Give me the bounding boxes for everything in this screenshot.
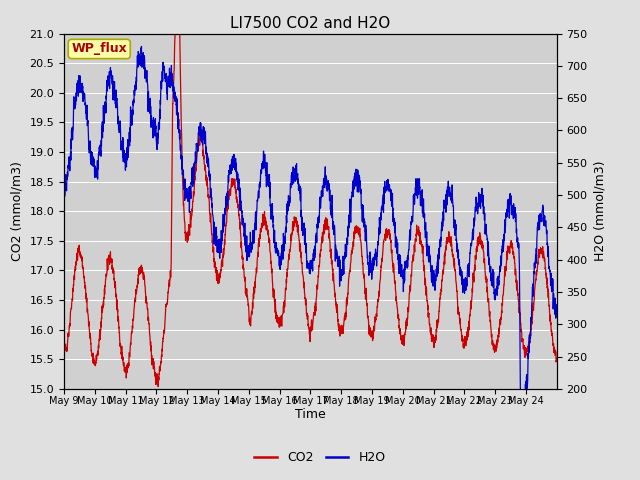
CO2 [216, 275, 224, 280]
H2O [486, 267, 494, 273]
CO2 [340, 321, 348, 326]
H2O [547, 272, 554, 277]
Y-axis label: H2O (mmol/m3): H2O (mmol/m3) [593, 161, 606, 262]
Text: WP_flux: WP_flux [72, 42, 127, 56]
H2O [459, 273, 467, 279]
Y-axis label: CO2 (mmol/m3): CO2 (mmol/m3) [11, 161, 24, 261]
Title: LI7500 CO2 and H2O: LI7500 CO2 and H2O [230, 16, 390, 31]
CO2 [154, 384, 162, 389]
CO2 [553, 355, 561, 361]
CO2 [547, 319, 554, 324]
H2O [340, 269, 348, 275]
CO2 [459, 338, 467, 344]
X-axis label: Time: Time [295, 408, 326, 421]
CO2 [109, 270, 117, 276]
CO2 [60, 343, 68, 348]
H2O [520, 416, 527, 422]
H2O [553, 302, 561, 308]
CO2 [486, 317, 494, 323]
H2O [216, 255, 223, 261]
Line: CO2: CO2 [64, 0, 557, 386]
H2O [138, 44, 145, 49]
Legend: CO2, H2O: CO2, H2O [250, 446, 390, 469]
H2O [109, 81, 117, 86]
Line: H2O: H2O [64, 47, 557, 419]
H2O [60, 190, 68, 196]
